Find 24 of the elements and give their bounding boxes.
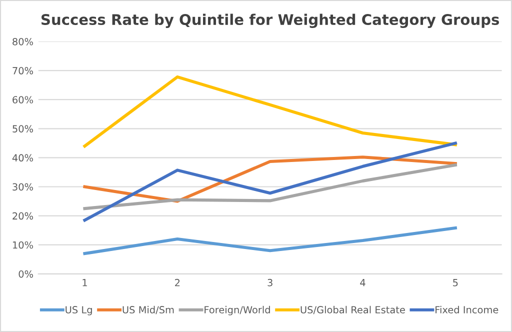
- line-series: [83, 163, 457, 210]
- legend-label: US Lg: [66, 306, 92, 316]
- y-tick-label: 50%: [12, 125, 33, 132]
- legend-label: US Mid/Sm: [122, 306, 174, 314]
- y-tick-label: 60%: [12, 96, 33, 104]
- y-tick-label: 0%: [18, 270, 33, 278]
- line-series: [83, 75, 457, 148]
- y-tick-label: 20%: [12, 212, 33, 220]
- line-series: [83, 226, 457, 256]
- y-tick-label: 40%: [12, 154, 33, 162]
- x-tick-label: 2: [175, 278, 180, 286]
- legend-label: US/Global Real Estate: [300, 306, 405, 314]
- y-tick-label: 70%: [12, 67, 33, 74]
- x-tick-label: 1: [82, 279, 87, 286]
- x-tick-label: 4: [360, 279, 366, 286]
- legend-label: Foreign/World: [204, 306, 270, 316]
- x-tick-label: 5: [453, 279, 458, 286]
- y-tick-label: 80%: [12, 38, 33, 46]
- legend-label: Fixed Income: [436, 306, 498, 314]
- chart-title: Success Rate by Quintile for Weighted Category Groups: [42, 14, 500, 28]
- line-series: [83, 142, 457, 222]
- x-tick-label: 3: [268, 278, 272, 286]
- y-tick-label: 30%: [12, 183, 33, 191]
- y-tick-label: 10%: [13, 241, 33, 249]
